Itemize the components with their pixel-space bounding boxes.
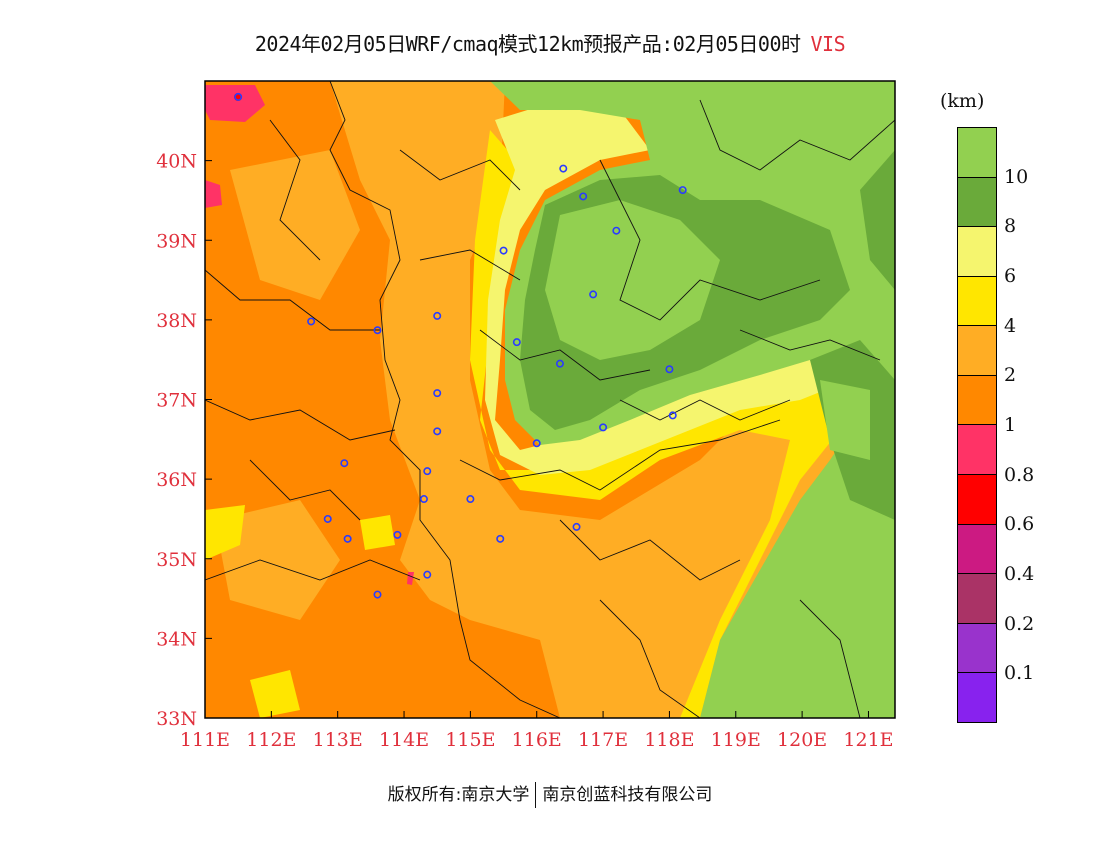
zone-4-6km bbox=[205, 505, 245, 560]
zone-2-4km bbox=[230, 150, 360, 300]
legend-label: 4 bbox=[1004, 314, 1017, 337]
copyright-footer: 版权所有:南京大学 南京创蓝科技有限公司 bbox=[0, 780, 1100, 808]
station-marker bbox=[532, 439, 541, 448]
station-marker bbox=[373, 590, 382, 599]
legend-label: 2 bbox=[1004, 364, 1017, 387]
footer-right: 南京创蓝科技有限公司 bbox=[542, 785, 713, 805]
station-marker bbox=[423, 467, 432, 476]
legend-swatch bbox=[958, 623, 996, 674]
station-marker bbox=[668, 411, 677, 420]
x-tick-label: 118E bbox=[644, 729, 694, 751]
y-tick-label: 37N bbox=[156, 390, 197, 412]
station-marker bbox=[599, 423, 608, 432]
zone-6-8km bbox=[485, 100, 850, 475]
title-variable: VIS bbox=[810, 32, 846, 56]
station-marker bbox=[499, 246, 508, 255]
y-tick-label: 38N bbox=[156, 310, 197, 332]
zone-4-6km bbox=[360, 515, 395, 550]
visibility-field bbox=[205, 81, 895, 718]
legend-swatch bbox=[958, 425, 996, 476]
legend-swatch bbox=[958, 326, 996, 376]
station-marker bbox=[340, 459, 349, 468]
station-marker bbox=[512, 338, 521, 347]
legend-label: 6 bbox=[1004, 265, 1017, 287]
x-tick-label: 117E bbox=[578, 729, 628, 751]
y-tick-label: 39N bbox=[156, 230, 197, 252]
x-tick-label: 113E bbox=[313, 729, 363, 751]
admin-boundaries bbox=[205, 81, 895, 718]
legend-labels: 10 8 6 4 2 1 0.8 0.6 0.4 0.2 0.1 bbox=[1004, 127, 1084, 723]
station-marker bbox=[307, 317, 316, 326]
legend-swatch bbox=[958, 227, 996, 277]
station-marker bbox=[393, 530, 402, 539]
station-marker bbox=[433, 389, 442, 398]
station-marker bbox=[234, 92, 243, 101]
legend-swatch bbox=[958, 375, 996, 426]
legend-label: 8 bbox=[1004, 215, 1017, 238]
y-tick-label: 35N bbox=[156, 549, 197, 571]
zone-0.8-1km bbox=[205, 180, 222, 208]
station-marker bbox=[373, 326, 382, 335]
legend-label: 0.1 bbox=[1004, 662, 1035, 685]
legend-swatch bbox=[958, 475, 996, 525]
legend-label: 0.4 bbox=[1004, 563, 1035, 585]
legend-swatch bbox=[958, 673, 996, 722]
zone-0.8-1km bbox=[205, 85, 265, 122]
station-marker bbox=[496, 534, 505, 543]
y-tick-label: 33N bbox=[156, 708, 197, 730]
station-marker bbox=[559, 164, 568, 173]
x-tick-label: 119E bbox=[711, 729, 761, 751]
map-title: 2024年02月05日WRF/cmaq模式12km预报产品:02月05日00时 V… bbox=[0, 28, 1100, 57]
zone-over-10km bbox=[820, 380, 870, 460]
title-text: 2024年02月05日WRF/cmaq模式12km预报产品:02月05日00时 bbox=[254, 32, 801, 56]
zone-8-10km bbox=[860, 150, 895, 290]
station-marker bbox=[433, 311, 442, 320]
station-marker bbox=[343, 534, 352, 543]
city-stations bbox=[234, 92, 687, 599]
y-tick-label: 34N bbox=[156, 628, 197, 650]
x-tick-label: 120E bbox=[777, 729, 827, 751]
legend-swatch bbox=[958, 524, 996, 575]
station-marker bbox=[572, 522, 581, 531]
station-marker bbox=[423, 570, 432, 579]
x-tick-label: 111E bbox=[180, 729, 230, 751]
y-tick-label: 40N bbox=[156, 151, 197, 173]
legend-label: 0.6 bbox=[1004, 513, 1035, 536]
legend-colorbar bbox=[957, 127, 997, 723]
zone-4-6km bbox=[250, 670, 300, 718]
y-tick-label: 36N bbox=[156, 469, 197, 491]
legend-label: 0.2 bbox=[1004, 612, 1035, 635]
station-marker bbox=[579, 192, 588, 201]
zone-over-10km bbox=[545, 200, 720, 360]
legend-swatch bbox=[958, 177, 996, 228]
station-marker bbox=[665, 365, 674, 374]
map-axes: 111E 112E 113E 114E 115E 116E 117E 118E 119E 120E… bbox=[156, 151, 893, 751]
legend-swatch bbox=[958, 128, 996, 178]
zone-2-4km bbox=[215, 500, 340, 620]
x-tick-label: 114E bbox=[379, 729, 429, 751]
legend-label: 1 bbox=[1004, 414, 1017, 436]
x-tick-label: 121E bbox=[843, 729, 893, 751]
footer-left: 版权所有:南京大学 bbox=[387, 785, 530, 805]
station-marker bbox=[466, 495, 475, 504]
x-tick-label: 115E bbox=[445, 729, 495, 751]
station-marker bbox=[678, 186, 687, 195]
x-tick-label: 112E bbox=[246, 729, 296, 751]
footer-separator bbox=[535, 782, 537, 808]
station-marker bbox=[612, 226, 621, 235]
station-marker bbox=[589, 290, 598, 299]
station-marker bbox=[433, 427, 442, 436]
station-marker bbox=[555, 359, 564, 368]
legend-swatch bbox=[958, 276, 996, 327]
zone-2-4km bbox=[330, 81, 850, 718]
x-tick-label: 116E bbox=[512, 729, 562, 751]
legend-unit: (km) bbox=[940, 90, 985, 112]
legend-label: 10 bbox=[1004, 165, 1029, 188]
station-marker bbox=[419, 495, 428, 504]
legend-swatch bbox=[958, 574, 996, 624]
station-marker bbox=[323, 514, 332, 523]
legend-label: 0.8 bbox=[1004, 463, 1035, 486]
